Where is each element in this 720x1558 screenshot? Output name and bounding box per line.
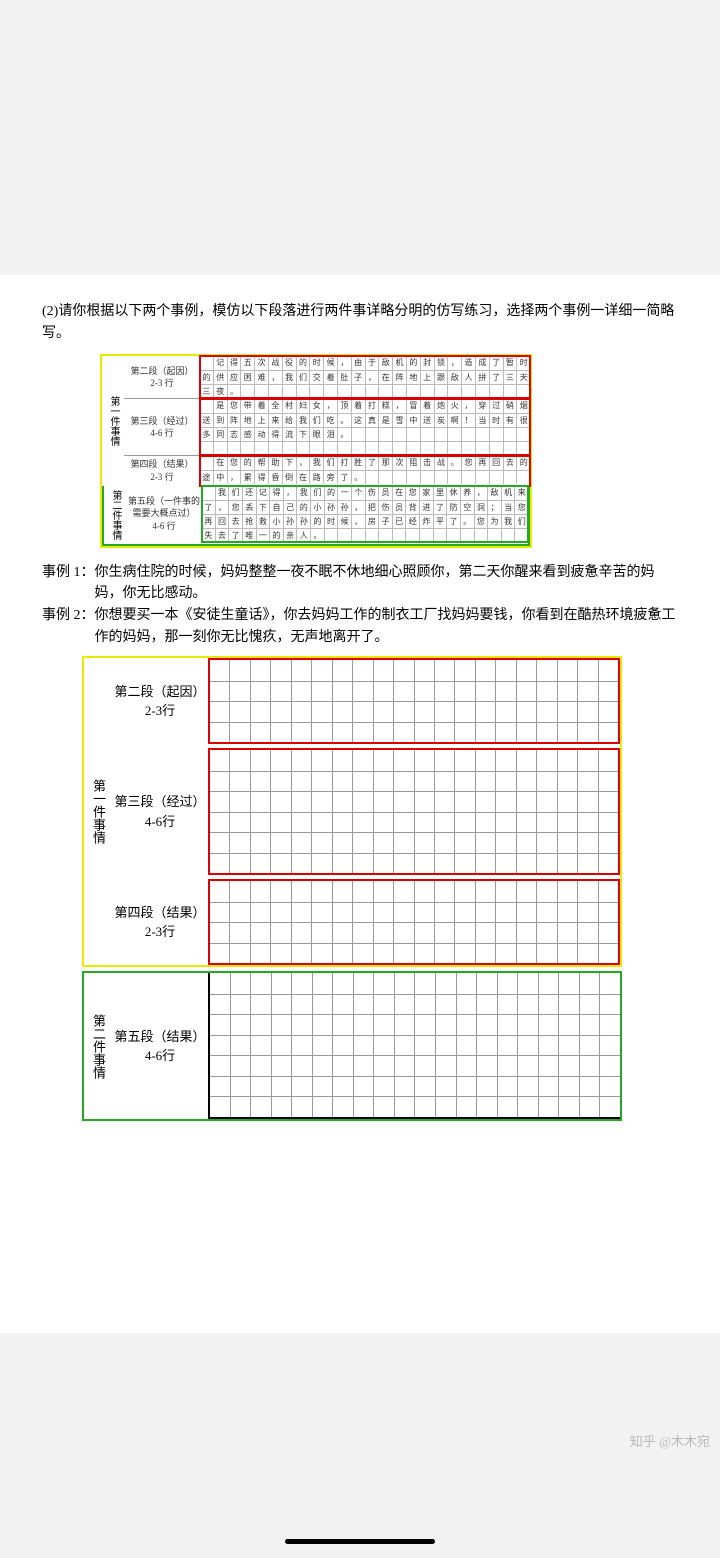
example-diagram: 第一件事情 第二段（起因）2-3 行 记得五次战役的时候，由于敌机的封锁，造成了… [100, 354, 532, 547]
example-section-label: 第二段（起因）2-3 行 [124, 356, 200, 398]
worksheet-section-label: 第四段（结果）2-3行 [112, 879, 208, 965]
worksheet-grid [208, 658, 620, 744]
document-paper: (2)请你根据以下两个事例，模仿以下段落进行两件事详略分明的仿写练习，选择两个事… [0, 275, 720, 1333]
case-1-label: 事例 1： [42, 562, 95, 605]
home-indicator [285, 1539, 435, 1544]
worksheet-diagram: 第一件事情 第二段（起因）2-3行第三段（经过）4-6行第四段（结果）2-3行 … [82, 656, 622, 1121]
worksheet-section-label: 第三段（经过）4-6行 [112, 748, 208, 875]
instruction-text: (2)请你根据以下两个事例，模仿以下段落进行两件事详略分明的仿写练习，选择两个事… [42, 301, 678, 344]
cases-block: 事例 1： 你生病住院的时候，妈妈整整一夜不眠不休地细心照顾你，第二天你醒来看到… [42, 562, 678, 649]
case-2-label: 事例 2： [42, 605, 95, 648]
worksheet-grid [208, 879, 620, 965]
example-section-label: 第四段（结果）2-3 行 [124, 456, 200, 485]
case-1-body: 你生病住院的时候，妈妈整整一夜不眠不休地细心照顾你，第二天你醒来看到疲惫辛苦的妈… [95, 562, 679, 605]
watermark-text: 知乎 @木木宛 [630, 1431, 710, 1450]
case-2-body: 你想要买一本《安徒生童话》，你去妈妈工作的制衣工厂找妈妈要钱，你看到在酷热环境疲… [95, 605, 679, 648]
example-section-label: 第三段（经过）4-6 行 [124, 399, 200, 455]
worksheet-side-1: 第一件事情 [84, 658, 112, 965]
worksheet-side-2: 第二件事情 [84, 973, 112, 1119]
worksheet-grid [208, 748, 620, 875]
example-side-2: 第二件事情 [104, 486, 126, 544]
worksheet-section-label: 第二段（起因）2-3行 [112, 658, 208, 744]
example-side-1: 第一件事情 [102, 356, 124, 485]
worksheet-grid [208, 973, 620, 1119]
worksheet-section-label: 第五段（结果）4-6行 [112, 973, 208, 1119]
example-section-label: 第五段（一件事的需要大概点过）4-6 行 [126, 486, 202, 542]
